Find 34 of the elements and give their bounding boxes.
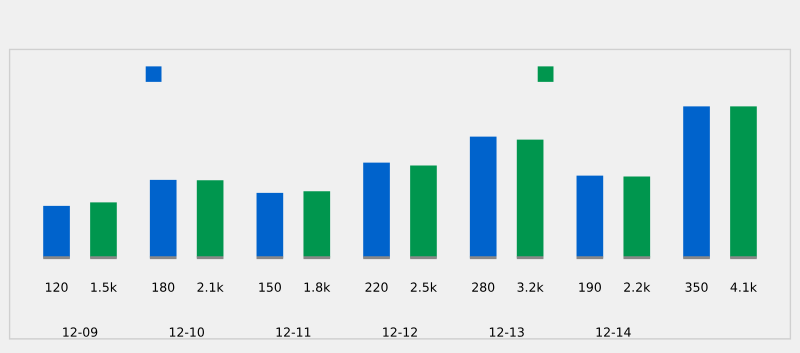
data-label: 1.5k (91, 282, 117, 292)
bar (363, 162, 390, 258)
x-tick-label: 12-13 (490, 327, 524, 337)
bar (256, 192, 284, 258)
data-label: 2.5k (410, 282, 437, 292)
bar (470, 136, 497, 258)
bar (730, 106, 757, 258)
data-label: 220 (366, 282, 388, 292)
bar (410, 165, 437, 258)
data-label: 150 (259, 282, 281, 292)
bar (90, 202, 117, 258)
data-label: 4.1k (730, 282, 757, 292)
data-label: 2.1k (197, 282, 224, 292)
data-label: 350 (686, 282, 708, 292)
bar (150, 180, 177, 258)
data-label: 1.8k (304, 282, 330, 292)
data-label: 280 (472, 282, 494, 292)
data-label: 3.2k (518, 282, 544, 292)
x-tick-label: 12-14 (596, 327, 631, 337)
data-label: 120 (46, 282, 68, 292)
bar (303, 191, 330, 258)
data-label: 190 (579, 282, 601, 292)
bar (683, 106, 710, 258)
x-tick-label: 12-11 (276, 327, 310, 337)
bar (576, 176, 604, 258)
bar (196, 180, 224, 258)
x-tick-label: 12-12 (383, 327, 417, 337)
data-label: 180 (152, 282, 174, 292)
x-tick-label: 12-09 (63, 327, 98, 337)
bar (516, 140, 544, 258)
bar (623, 176, 650, 258)
x-tick-label: 12-10 (170, 327, 204, 337)
bar (43, 206, 70, 258)
data-label: 2.2k (624, 282, 650, 292)
